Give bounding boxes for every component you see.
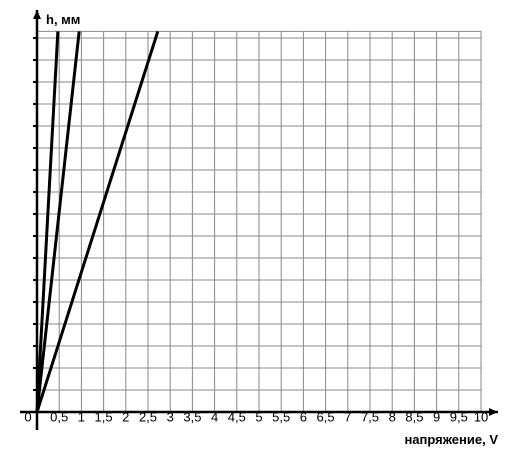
x-tick-label: 0,5: [50, 409, 68, 424]
data-line: [35, 31, 81, 413]
x-axis-title: напряжение, V: [404, 432, 498, 447]
x-tick-label: 6,5: [317, 409, 335, 424]
x-tick-label: 4: [211, 409, 218, 424]
y-axis-title: h, мм: [46, 12, 80, 27]
x-tick-label: 3,5: [183, 409, 201, 424]
x-tick-label: 2,5: [139, 409, 157, 424]
x-tick-label: 5: [255, 409, 262, 424]
x-tick-label: 2: [122, 409, 129, 424]
data-line: [35, 30, 160, 413]
x-tick-label: 9: [433, 409, 440, 424]
data-line: [35, 31, 60, 413]
x-tick-label: 7: [344, 409, 351, 424]
x-tick-label: 5,5: [272, 409, 290, 424]
x-tick-label: 9,5: [450, 409, 468, 424]
x-tick-label: 10: [474, 409, 488, 424]
x-tick-label: 7,5: [361, 409, 379, 424]
x-tick-label: 6: [300, 409, 307, 424]
x-tick-label: 8,5: [405, 409, 423, 424]
x-tick-label: 0: [24, 409, 31, 424]
grid: [36, 30, 482, 413]
x-tick-label: 3: [167, 409, 174, 424]
x-tick-label: 1,5: [95, 409, 113, 424]
x-tick-label: 4,5: [228, 409, 246, 424]
x-tick-label: 8: [389, 409, 396, 424]
x-tick-label: 1: [78, 409, 85, 424]
